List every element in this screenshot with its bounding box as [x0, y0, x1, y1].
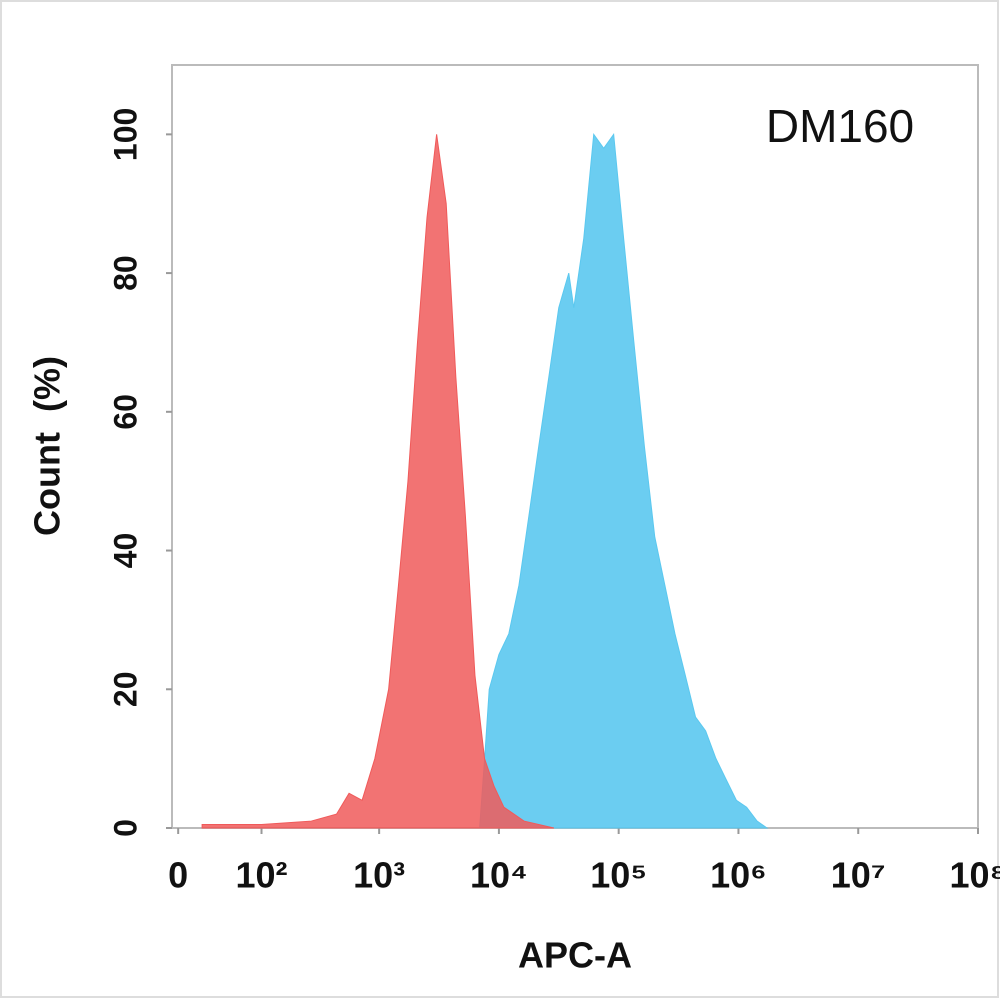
x-tick-label: 10⁴: [470, 855, 528, 896]
y-tick-label: 20: [107, 671, 143, 707]
x-tick-label: 10⁶: [710, 855, 767, 896]
y-tick-label: 60: [107, 394, 143, 430]
histogram: [201, 134, 555, 829]
x-tick-label: 10⁷: [831, 855, 886, 896]
y-axis-label: Count (%): [27, 356, 68, 536]
annotation: DM160: [766, 100, 914, 152]
y-tick-label: 0: [107, 819, 143, 837]
x-tick-label: 10³: [353, 855, 405, 896]
y-tick-label: 80: [107, 255, 143, 291]
x-axis-label: APC-A: [518, 935, 632, 976]
y-tick-label: 40: [107, 533, 143, 569]
x-tick-label: 10²: [235, 855, 287, 896]
x-tick-label: 10⁵: [590, 855, 647, 896]
x-tick-label: 0: [168, 855, 188, 896]
histogram: [479, 132, 769, 829]
x-tick-label: 10⁸: [949, 855, 1000, 896]
y-tick-label: 100: [107, 108, 143, 161]
